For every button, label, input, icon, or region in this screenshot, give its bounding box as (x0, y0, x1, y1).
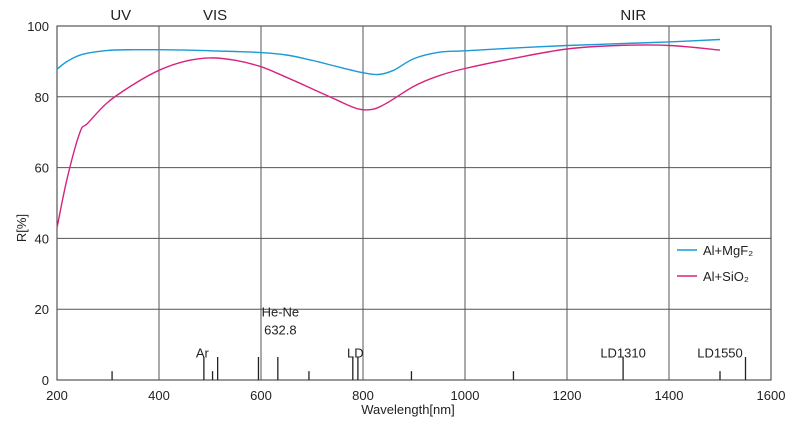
tick-labels: 200 400 600 800 1000 1200 1400 1600 0 20 40 60 80 100 (27, 19, 785, 403)
region-label: NIR (620, 7, 646, 24)
series-line (56, 44, 721, 228)
legend-label: Al+SiO₂ (703, 269, 749, 284)
laser-label: Ar (196, 345, 210, 360)
legend-label: Al+MgF₂ (703, 243, 753, 258)
x-tick-label: 600 (250, 388, 272, 403)
series-line (56, 38, 721, 76)
laser-label: He-Ne (262, 305, 300, 320)
region-label: VIS (203, 7, 227, 24)
laser-label: LD1550 (697, 345, 743, 360)
laser-lines: Ar He-Ne 632.8 LD LD1310 LD1550 (111, 305, 747, 380)
grid-layer (57, 26, 771, 380)
y-axis-label: R[%] (14, 214, 29, 242)
x-tick-label: 1600 (757, 388, 786, 403)
legend: Al+MgF₂ Al+SiO₂ (677, 243, 753, 284)
laser-label: LD (347, 345, 364, 360)
x-tick-label: 400 (148, 388, 170, 403)
series-layer (56, 38, 721, 228)
region-label: UV (110, 7, 131, 24)
y-tick-label: 40 (35, 231, 49, 246)
x-tick-label: 1400 (655, 388, 684, 403)
x-tick-label: 800 (352, 388, 374, 403)
plot-area (56, 25, 772, 381)
y-tick-label: 60 (35, 161, 49, 176)
region-labels: UV VIS NIR (110, 7, 646, 24)
y-tick-label: 0 (42, 373, 49, 388)
x-tick-label: 1000 (451, 388, 480, 403)
x-axis-label: Wavelength[nm] (361, 402, 454, 417)
y-tick-label: 100 (27, 19, 49, 34)
laser-label: LD1310 (600, 345, 646, 360)
x-tick-label: 1200 (553, 388, 582, 403)
y-tick-label: 80 (35, 90, 49, 105)
laser-label: 632.8 (264, 323, 297, 338)
x-tick-label: 200 (46, 388, 68, 403)
y-tick-label: 20 (35, 302, 49, 317)
